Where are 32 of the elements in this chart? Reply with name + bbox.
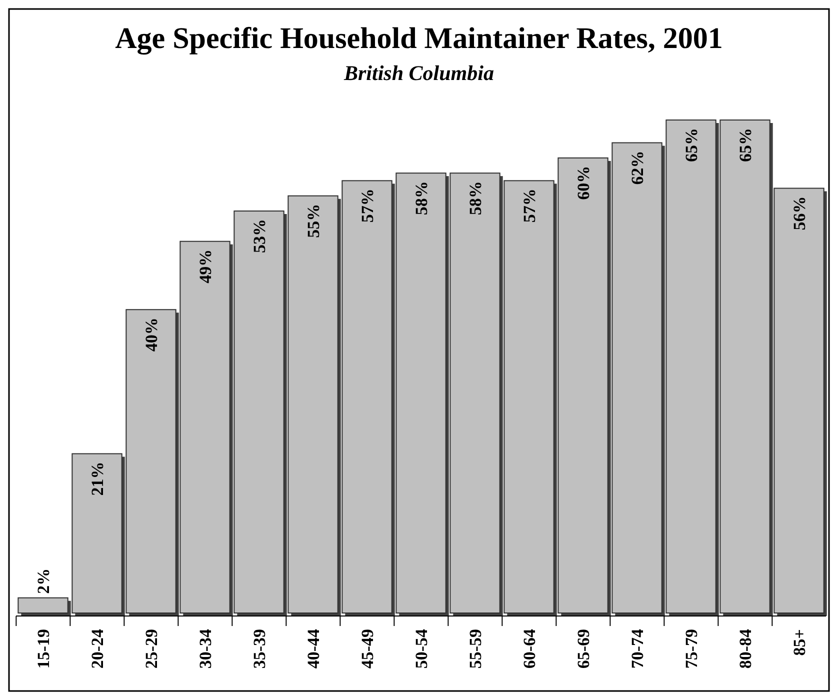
x-tick-label: 70-74 — [628, 628, 647, 669]
x-tick-label: 15-19 — [34, 629, 53, 669]
data-label: 65% — [682, 128, 701, 162]
x-tick-label: 30-34 — [196, 628, 215, 669]
chart-title: Age Specific Household Maintainer Rates, 2001 — [115, 22, 723, 55]
data-label: 40% — [142, 318, 161, 352]
data-label: 57% — [358, 188, 377, 223]
x-tick-label: 55-59 — [466, 629, 485, 669]
x-tick-label: 40-44 — [304, 628, 323, 669]
x-tick-label: 45-49 — [358, 629, 377, 669]
data-label: 49% — [196, 249, 215, 284]
data-label: 65% — [736, 128, 755, 162]
x-tick-label: 20-24 — [88, 628, 107, 669]
data-label: 58% — [412, 181, 431, 216]
data-label: 58% — [466, 181, 485, 216]
data-label: 56% — [790, 196, 809, 230]
x-tick-label: 60-64 — [520, 628, 539, 669]
x-tick-label: 65-69 — [574, 629, 593, 669]
x-tick-label: 75-79 — [682, 629, 701, 669]
data-label: 2% — [34, 568, 53, 594]
data-label: 55% — [304, 204, 323, 238]
data-label: 57% — [520, 188, 539, 223]
data-label: 53% — [250, 219, 269, 254]
x-tick-label: 50-54 — [412, 628, 431, 669]
x-tick-label: 80-84 — [736, 628, 755, 669]
x-tick-label: 35-39 — [250, 629, 269, 669]
data-label: 60% — [574, 166, 593, 200]
data-label: 21% — [88, 462, 107, 496]
data-label: 62% — [628, 150, 647, 185]
chart-subtitle: British Columbia — [343, 61, 494, 85]
x-tick-label: 85+ — [790, 629, 809, 656]
x-tick-label: 25-29 — [142, 629, 161, 669]
